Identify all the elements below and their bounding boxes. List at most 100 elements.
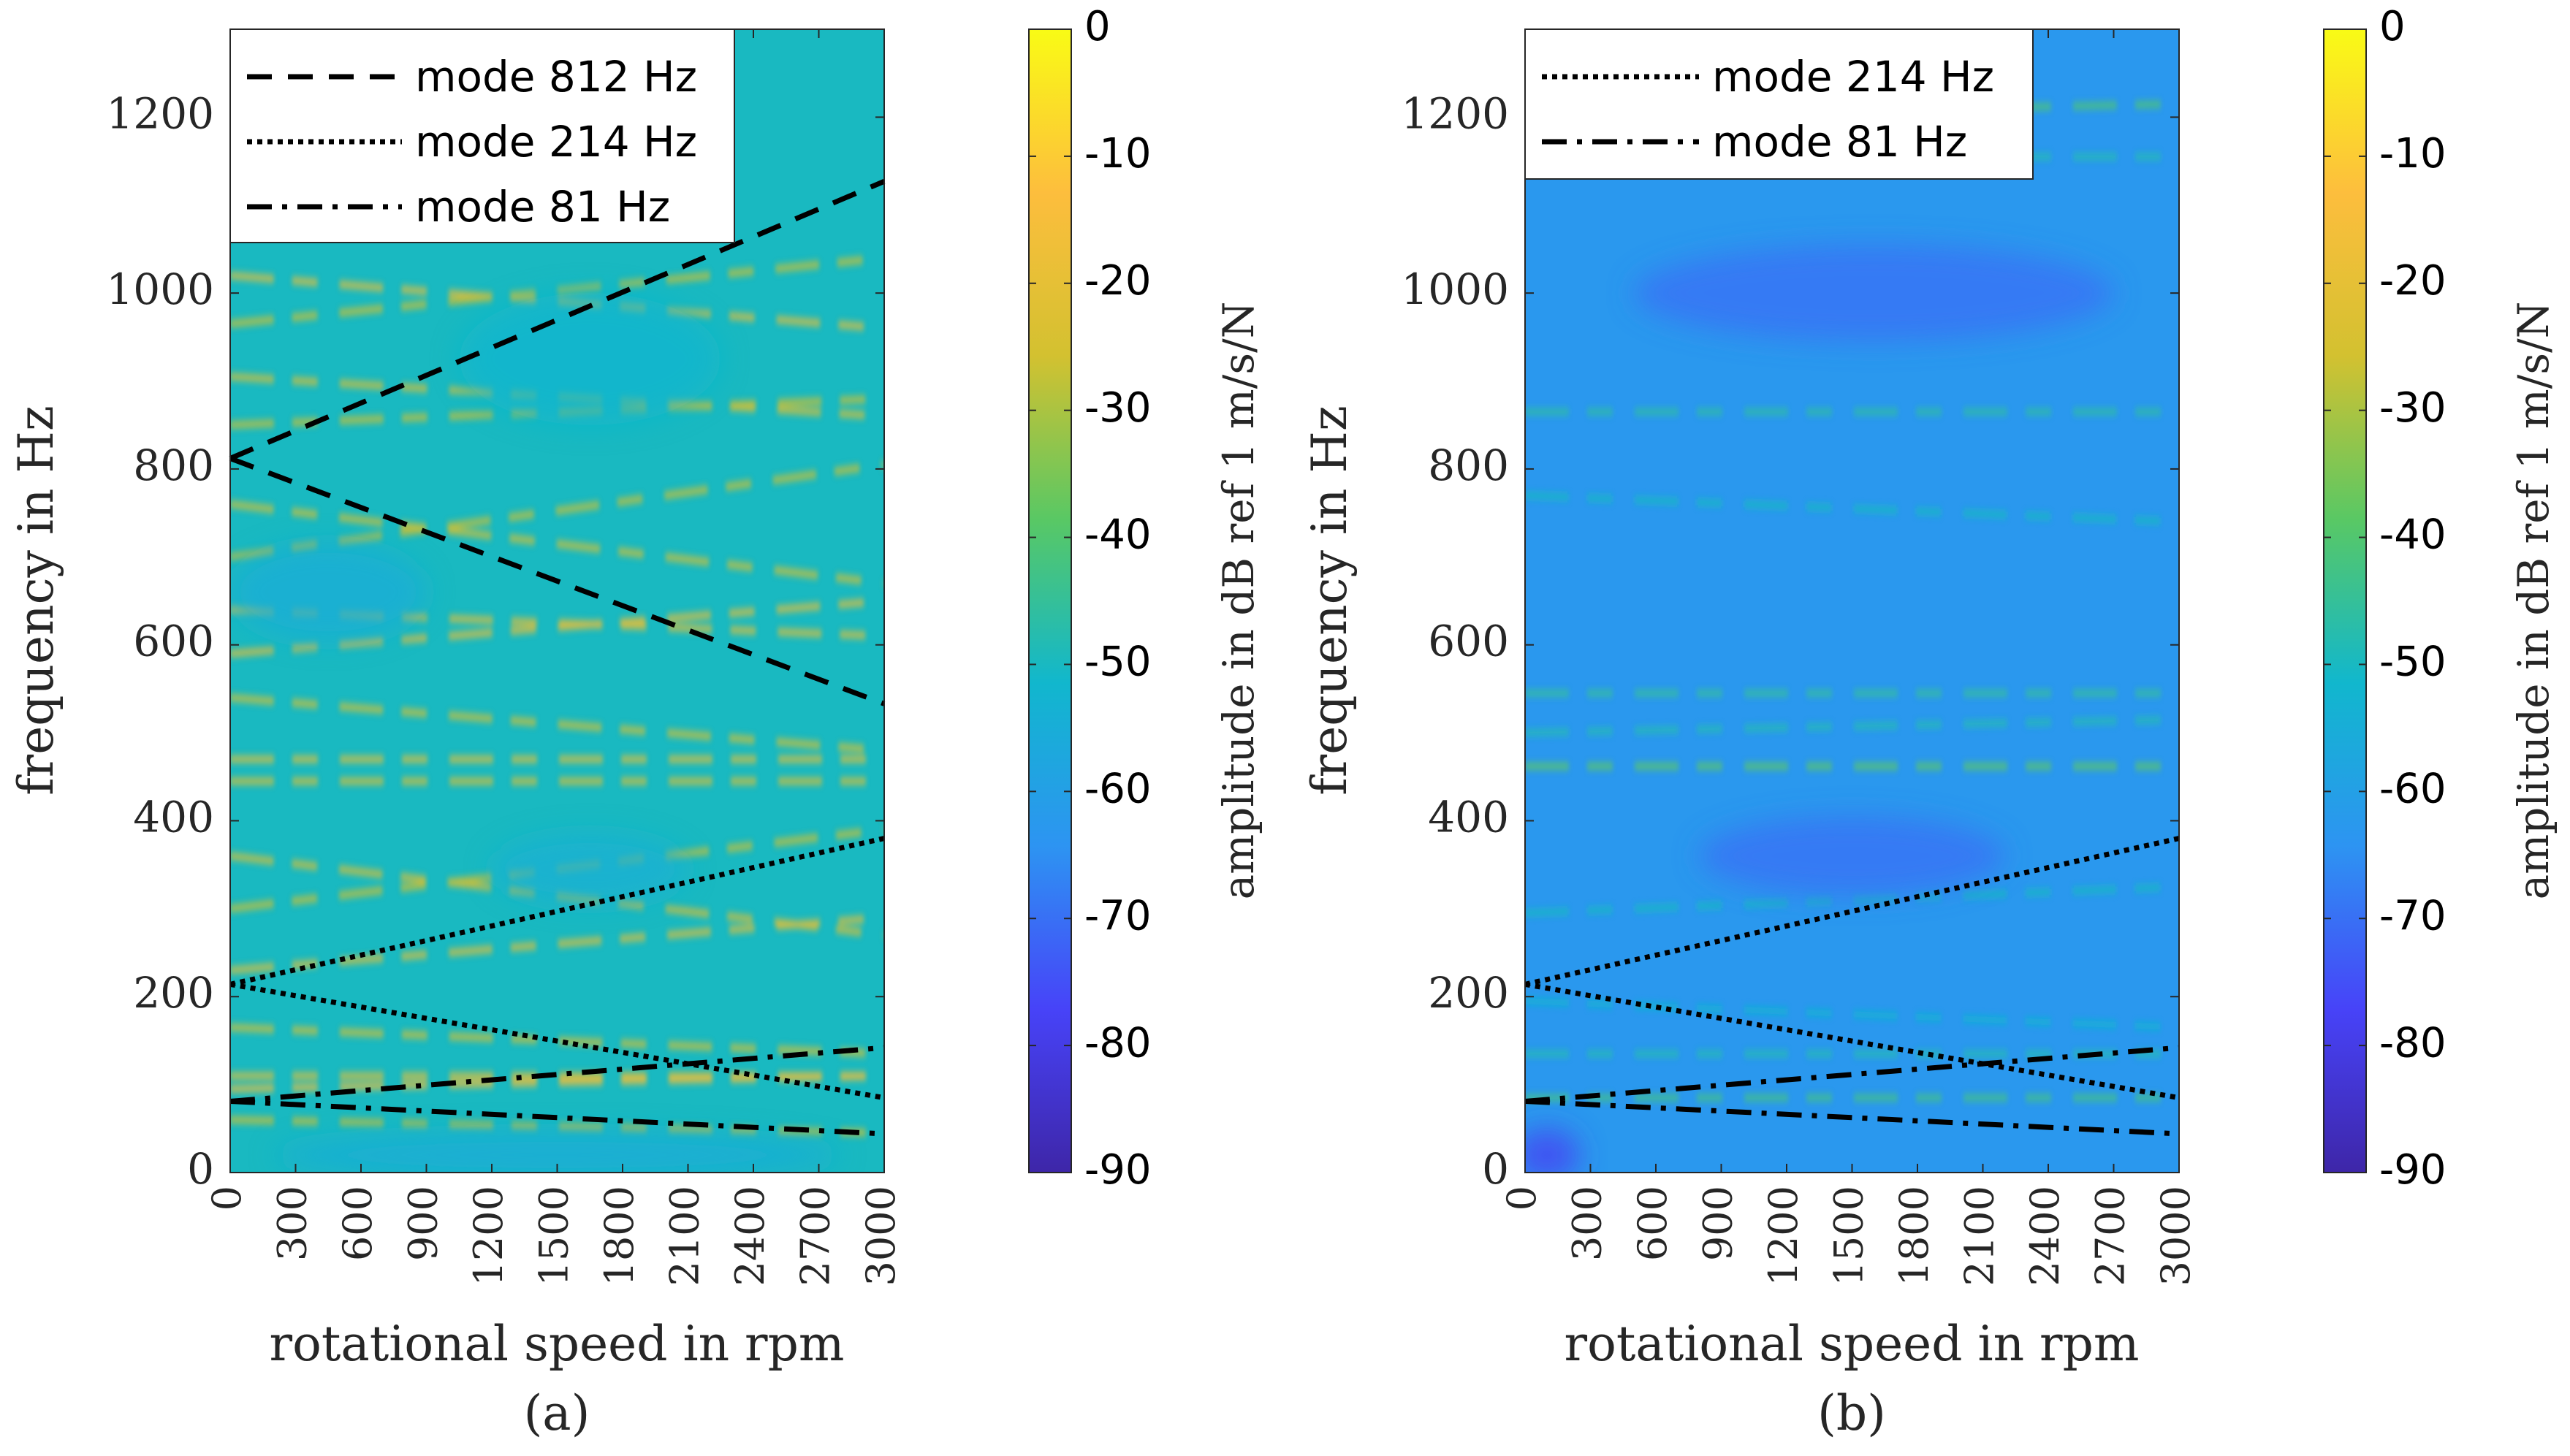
colorbar-tick-label: -40 — [2379, 511, 2446, 559]
x-axis-label: rotational speed in rpm — [1565, 1316, 2140, 1372]
x-tick-label: 1500 — [531, 1186, 577, 1286]
colorbar-tick-label: -40 — [1084, 511, 1151, 559]
colorbar-tick-label: 0 — [2379, 3, 2406, 50]
x-tick-label: 2700 — [793, 1186, 839, 1286]
legend-entry: mode 214 Hz — [1712, 52, 1994, 102]
heatmap-background — [1525, 29, 2179, 1173]
x-tick-label: 600 — [335, 1186, 381, 1261]
colorbar-tick-label: -80 — [2379, 1019, 2446, 1067]
heat-band — [230, 500, 884, 587]
colorbar-tick-label: -20 — [1084, 257, 1151, 305]
colorbar-a: 0 -10 -20 -30 -40 -50 -60 -70 -80 -90 amplitude i… — [1028, 3, 1263, 1194]
colorbar-b: 0 -10 -20 -30 -40 -50 -60 -70 -80 -90 amplitude i… — [2323, 3, 2558, 1194]
colorbar-tick-label: -60 — [1084, 765, 1151, 812]
y-tick-label: 600 — [133, 617, 214, 666]
y-tick-label: 1200 — [1401, 88, 1509, 138]
y-tick-label: 400 — [1428, 792, 1509, 842]
heat-region — [273, 1132, 841, 1173]
panel-a: 0 300 600 900 1200 1500 1800 2100 2400 2700 3000 0… — [8, 3, 1263, 1441]
x-tick-label: 600 — [1630, 1186, 1676, 1261]
heat-region — [230, 544, 427, 641]
x-tick-label: 900 — [1695, 1186, 1741, 1261]
colorbar-tick-label: -50 — [1084, 639, 1151, 686]
legend-a: mode 812 Hz mode 214 Hz mode 81 Hz — [229, 28, 735, 243]
mode-line — [229, 179, 886, 461]
heat-band — [230, 461, 884, 560]
heat-region — [1634, 244, 2114, 342]
legend-entry: mode 812 Hz — [415, 52, 697, 102]
colorbar-label: amplitude in dB ref 1 m/s/N — [1214, 302, 1263, 900]
mode-line — [229, 981, 885, 1101]
y-tick-label: 800 — [1428, 441, 1509, 490]
heat-region — [459, 293, 721, 425]
colorbar-tick-label: -90 — [2379, 1146, 2446, 1194]
x-tick-label: 2100 — [662, 1186, 708, 1286]
colorbar-gradient — [1029, 29, 1071, 1173]
mode-line — [229, 456, 886, 706]
x-tick-label: 2400 — [2022, 1186, 2068, 1286]
y-tick-label: 0 — [187, 1144, 214, 1194]
x-tick-label: 3000 — [2153, 1186, 2199, 1286]
legend-entry: mode 81 Hz — [415, 182, 670, 232]
panel-caption: (b) — [1817, 1385, 1886, 1441]
colorbar-tick-label: -90 — [1084, 1146, 1151, 1194]
panel-caption: (a) — [524, 1385, 590, 1441]
y-axis-label: frequency in Hz — [8, 405, 64, 796]
y-tick-label: 1000 — [1401, 264, 1509, 314]
x-tick-label: 2100 — [1957, 1186, 2003, 1286]
x-tick-label: 900 — [400, 1186, 446, 1261]
y-tick-label: 200 — [133, 968, 214, 1018]
mode-line — [229, 1098, 885, 1137]
y-tick-label: 600 — [1428, 617, 1509, 666]
x-axis-label: rotational speed in rpm — [270, 1316, 845, 1372]
colorbar-tick-label: -50 — [2379, 639, 2446, 686]
legend-entry: mode 81 Hz — [1712, 117, 1967, 167]
x-tick-label: 0 — [204, 1186, 250, 1211]
legend-entry: mode 214 Hz — [415, 117, 697, 167]
x-tick-label: 300 — [270, 1186, 316, 1261]
colorbar-tick-label: -70 — [1084, 892, 1151, 939]
colorbar-tick-label: -30 — [2379, 384, 2446, 432]
colorbar-tick-label: 0 — [1084, 3, 1111, 50]
legend-b: mode 214 Hz mode 81 Hz — [1524, 28, 2034, 180]
y-tick-label: 1200 — [106, 88, 214, 138]
x-tick-label: 3000 — [858, 1186, 904, 1286]
x-tick-label: 1500 — [1826, 1186, 1872, 1286]
heatmap-b — [1524, 28, 2180, 1173]
y-axis-ticks-a: 0 200 400 600 800 1000 1200 — [106, 88, 884, 1194]
y-tick-label: 0 — [1482, 1144, 1509, 1194]
mode-line — [1524, 981, 2180, 1101]
x-tick-label: 1200 — [465, 1186, 512, 1286]
colorbar-tick-label: -80 — [1084, 1019, 1151, 1067]
heat-region — [1525, 1128, 1580, 1173]
heat-region — [492, 834, 688, 904]
colorbar-tick-label: -10 — [2379, 130, 2446, 178]
x-tick-label: 1800 — [1891, 1186, 1937, 1286]
x-tick-label: 0 — [1499, 1186, 1545, 1211]
colorbar-tick-label: -70 — [2379, 892, 2446, 939]
colorbar-label: amplitude in dB ref 1 m/s/N — [2509, 302, 2558, 900]
colorbar-tick-label: -30 — [1084, 384, 1151, 432]
x-tick-label: 1200 — [1760, 1186, 1806, 1286]
colorbar-gradient — [2324, 29, 2366, 1173]
y-tick-label: 1000 — [106, 264, 214, 314]
y-tick-label: 400 — [133, 792, 214, 842]
mode-line — [1524, 1045, 2180, 1104]
x-tick-label: 2700 — [2088, 1186, 2134, 1286]
x-axis-ticks-a: 0 300 600 900 1200 1500 1800 2100 2400 2700 3000 — [204, 29, 904, 1286]
x-tick-label: 2400 — [727, 1186, 773, 1286]
colorbar-tick-label: -10 — [1084, 130, 1151, 178]
y-tick-label: 200 — [1428, 968, 1509, 1018]
mode-line — [229, 1045, 885, 1104]
heat-region — [1699, 816, 2005, 896]
y-axis-label: frequency in Hz — [1301, 405, 1358, 796]
colorbar-tick-label: -60 — [2379, 765, 2446, 812]
y-tick-label: 800 — [133, 441, 214, 490]
y-axis-ticks-b: 0 200 400 600 800 1000 1200 — [1401, 88, 2179, 1194]
x-tick-label: 1800 — [596, 1186, 642, 1286]
panel-b: 0 300 600 900 1200 1500 1800 2100 2400 2700 3000 0… — [1301, 3, 2558, 1441]
x-tick-label: 300 — [1565, 1186, 1611, 1261]
mode-line — [1524, 1098, 2180, 1137]
colorbar-tick-label: -20 — [2379, 257, 2446, 305]
